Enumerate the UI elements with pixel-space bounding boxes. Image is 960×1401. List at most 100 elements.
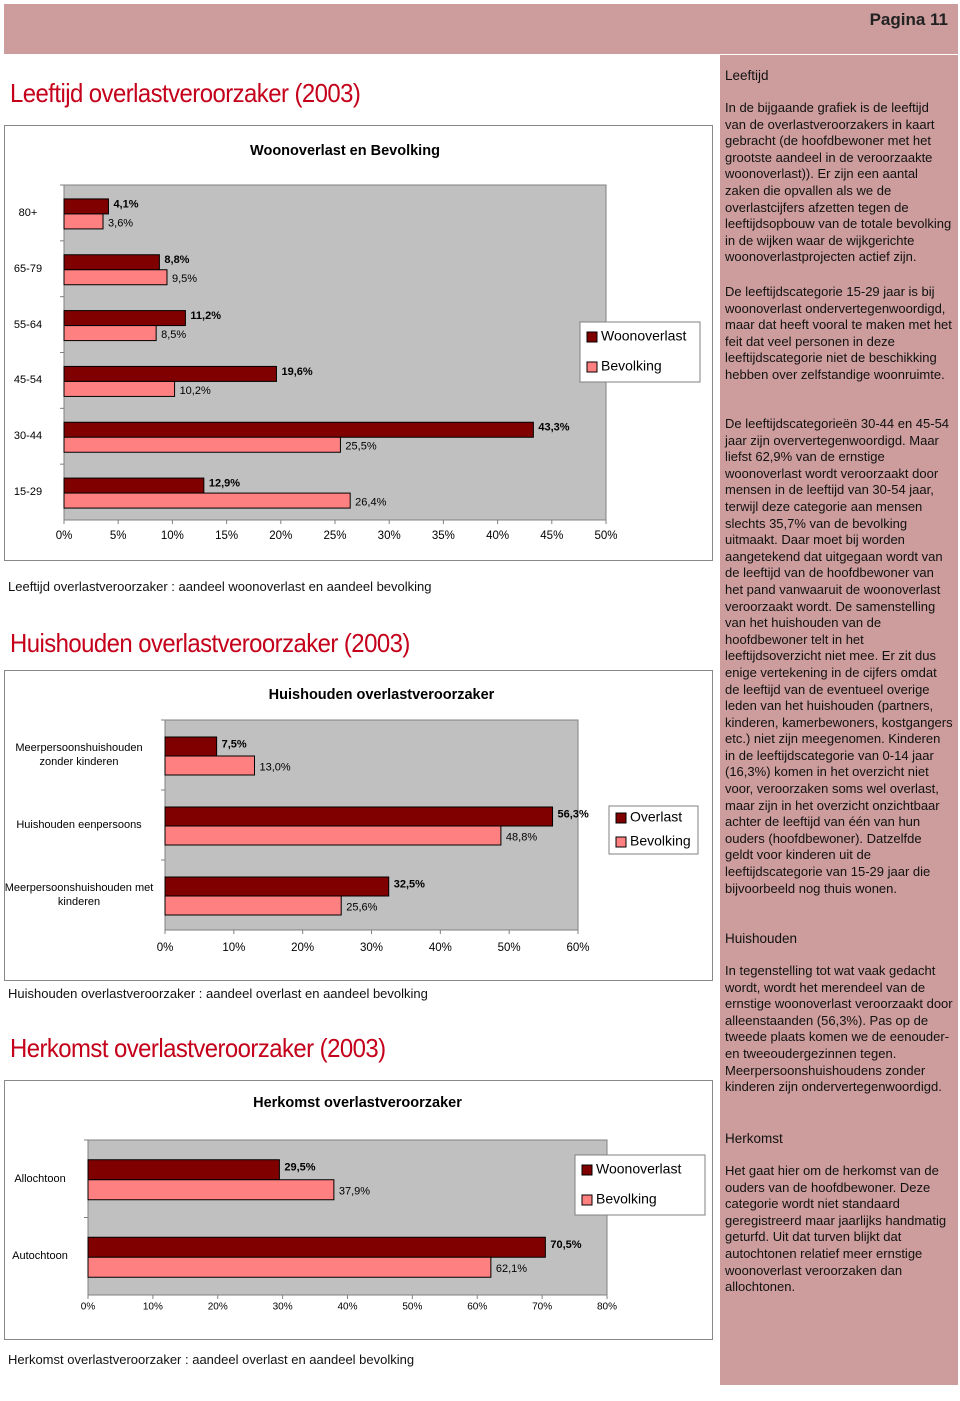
y-tick-label: Meerpersoonshuishouden zonder kinderen [15,742,143,768]
x-tick-label: 25% [323,530,346,542]
x-tick-label: 40% [429,942,452,954]
value-label: 7,5% [222,738,247,750]
x-tick-label: 10% [143,1302,163,1313]
bar [87,1179,335,1201]
value-label: 10,2% [180,385,211,397]
y-tick-label: 65-79 [13,262,43,275]
x-tick-label: 45% [540,530,563,542]
x-tick-label: 40% [337,1302,357,1313]
legend-label: Overlast [630,809,682,825]
bar [63,380,176,397]
value-label: 8,8% [164,254,189,266]
value-label: 25,6% [346,901,377,913]
sidebar-heading: Herkomst [725,1131,783,1146]
value-label: 25,5% [345,441,376,453]
x-tick-label: 15% [215,530,238,542]
x-tick-label: 70% [532,1302,552,1313]
sidebar-paragraph: In de bijgaande grafiek is de leeftijd v… [725,100,952,265]
value-label: 9,5% [172,273,197,285]
x-tick-label: 35% [432,530,455,542]
chart-title: Huishouden overlastveroorzaker [269,687,495,703]
legend-swatch [581,1164,593,1176]
section-heading: Huishouden overlastveroorzaker (2003) [10,628,410,658]
x-tick-label: 30% [273,1302,293,1313]
x-tick-label: 30% [360,942,383,954]
x-tick-label: 5% [110,530,127,542]
bar [63,365,277,382]
value-label: 70,5% [550,1239,581,1251]
value-label: 37,9% [339,1186,370,1198]
x-tick-label: 20% [208,1302,228,1313]
bar [164,895,342,916]
x-tick-label: 50% [498,942,521,954]
sidebar [720,55,958,1385]
bar [164,755,255,776]
x-tick-label: 0% [157,942,174,954]
value-label: 12,9% [209,477,240,489]
y-tick-label: 15-29 [13,486,43,499]
y-tick-label: Autochtoon [12,1250,68,1263]
plot-area [63,184,607,521]
bar [63,421,534,438]
value-label: 4,1% [113,198,138,210]
header-bar [4,4,958,54]
section-heading: Herkomst overlastveroorzaker (2003) [10,1033,386,1063]
bar [164,806,554,827]
legend-swatch [615,836,627,848]
legend-box [579,321,701,383]
page-number: Pagina 11 [869,10,948,29]
bar [63,310,186,327]
sidebar-heading: Huishouden [725,931,798,946]
x-tick-label: 80% [597,1302,617,1313]
y-tick-label: 80+ [18,206,38,219]
legend-swatch [615,812,627,824]
x-tick-label: 10% [222,942,245,954]
sidebar-heading: Leeftijd [725,68,769,83]
x-tick-label: 20% [291,942,314,954]
legend-label: Woonoverlast [601,328,686,344]
bar [63,269,168,286]
bar [164,736,218,757]
bar [164,876,390,897]
legend-label: Woonoverlast [596,1161,681,1177]
chart-frame [4,125,713,561]
bar [87,1256,492,1278]
x-tick-label: 30% [378,530,401,542]
x-tick-label: 0% [81,1302,96,1313]
x-tick-label: 40% [486,530,509,542]
x-tick-label: 50% [594,530,617,542]
x-tick-label: 20% [269,530,292,542]
sidebar-paragraph: Het gaat hier om de herkomst van de oude… [725,1163,947,1295]
y-tick-label: Meerpersoonshuishouden met kinderen [4,882,154,908]
sidebar-paragraph: De leeftijdscategorieën 30-44 en 45-54 j… [725,416,953,896]
value-label: 19,6% [281,366,312,378]
legend-label: Bevolking [601,358,662,374]
value-label: 56,3% [558,808,589,820]
y-tick-label: Allochtoon [14,1172,66,1185]
bar [63,477,205,494]
legend-label: Bevolking [596,1191,657,1207]
y-tick-label: 45-54 [13,374,43,387]
chart-frame [4,1080,713,1340]
x-tick-label: 0% [56,530,73,542]
bar [63,198,109,215]
x-tick-label: 60% [467,1302,487,1313]
chart-caption: Huishouden overlastveroorzaker : aandeel… [8,986,428,1001]
sidebar-paragraph: De leeftijdscategorie 15-29 jaar is bij … [725,284,952,382]
legend-label: Bevolking [630,833,691,849]
value-label: 48,8% [506,831,537,843]
section-heading: Leeftijd overlastveroorzaker (2003) [10,78,361,108]
bar [87,1236,546,1258]
bar [63,492,351,509]
legend-box [574,1154,706,1216]
x-tick-label: 60% [566,942,589,954]
value-label: 13,0% [259,761,290,773]
bar [63,325,157,342]
chart-caption: Leeftijd overlastveroorzaker : aandeel w… [8,579,432,594]
value-label: 32,5% [394,878,425,890]
bar [63,436,341,453]
bar [63,213,104,230]
legend-swatch [581,1194,593,1206]
